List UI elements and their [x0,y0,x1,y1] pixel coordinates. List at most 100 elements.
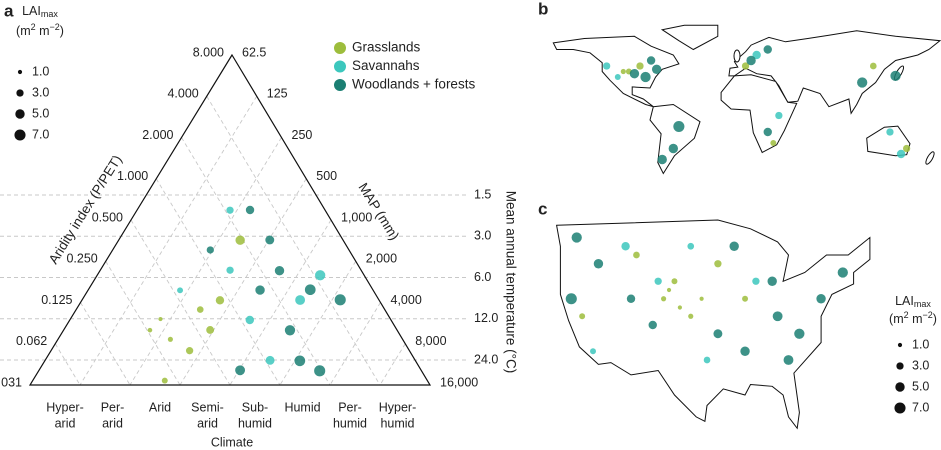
temperature-tick-label: 1.5 [474,187,491,201]
map-tick-label: 16,000 [440,375,478,389]
data-point [265,355,275,365]
data-point [226,206,234,214]
data-point [245,315,255,325]
data-point [274,265,285,276]
size-legend-label: 3.0 [32,85,49,99]
map-point [640,71,651,83]
south-america [649,103,701,175]
aridity-tick-label: 1.000 [117,169,148,183]
climate-category: Sub- [242,400,268,414]
legend-marker [334,60,346,73]
map-point [775,111,783,120]
map-tick-label: 62.5 [242,45,266,59]
climate-category: Humid [284,400,320,414]
temperature-tick-label: 24.0 [474,352,498,366]
data-point [284,325,296,336]
data-point [158,316,163,322]
map-point [703,356,711,364]
map-point [890,70,901,82]
data-point [265,235,275,245]
map-point [603,62,611,70]
data-point [206,246,214,254]
map-point [565,293,577,305]
aridity-tick-label: 2.000 [142,128,173,142]
climate-category: humid [238,416,272,430]
map-point [752,50,761,60]
map-grid-line [79,96,258,386]
map-point [590,348,596,355]
legend-marker [334,42,346,54]
map-tick-label: 2,000 [366,252,397,266]
aridity-tick-label: 0.125 [41,293,72,307]
panel-label: c [538,199,547,218]
new-zealand [925,151,935,165]
map-point [783,355,794,365]
title-sub: max [41,9,59,19]
map-grid-line [279,261,357,386]
climate-category: arid [55,416,76,430]
map-point [646,56,656,65]
map-tick-label: 4,000 [391,293,422,307]
map-point [752,277,760,285]
map-point [661,296,667,302]
units-part: ) [933,312,937,326]
map-point [816,294,826,304]
data-point [161,377,168,384]
units-part: ) [60,24,64,38]
units-part: (m [16,24,31,38]
map-point [671,278,678,285]
aridity-tick-label: 0.500 [92,210,123,224]
data-point [315,270,326,281]
map-point [636,62,644,70]
map-grid-line [129,137,282,386]
britain [733,49,741,63]
map-tick-label: 250 [292,128,313,142]
aridity-tick-label: 0.031 [0,375,22,389]
climate-category: Hyper- [379,400,417,414]
temperature-tick-label: 3.0 [474,229,491,243]
map-point [657,154,667,165]
units-sup: −2 [50,22,60,32]
size-legend-marker [14,129,26,141]
size-legend-label: 7.0 [32,127,49,141]
map-point [677,305,682,310]
units-sup: 2 [904,310,909,320]
size-legend-label: 5.0 [912,379,929,393]
legend-label: Grasslands [352,40,421,55]
greenland [660,24,719,51]
data-point [295,295,306,305]
map-point [763,45,772,54]
aridity-tick-label: 8.000 [193,45,224,59]
map-grid-line [329,302,381,386]
data-point [334,294,346,306]
map-point [902,144,911,153]
data-point [167,336,173,342]
map-point [770,140,777,146]
climate-category: arid [197,416,218,430]
data-point [226,266,234,274]
size-legend-title: LAImax [895,294,931,309]
aridity-grid-line [181,137,331,386]
map-point [857,77,868,88]
map-point [629,69,640,79]
title-sub: max [914,299,932,309]
units-part: m [909,312,923,326]
map-point [746,55,756,66]
size-legend-units: (m2 m−2) [889,310,937,326]
size-legend-marker [895,382,905,392]
climate-category: Per- [338,400,362,414]
temperature-tick-label: 6.0 [474,270,491,284]
climate-category: Per- [101,400,125,414]
climate-category: Semi- [191,400,224,414]
aridity-grid-line [80,302,131,386]
map-tick-label: 125 [267,87,288,101]
data-point [215,296,225,305]
aridity-grid-line [130,219,231,386]
map-point [837,267,848,278]
data-point [147,327,153,333]
climate-category: humid [333,416,367,430]
map-point [654,277,662,285]
aridity-grid-line [105,261,181,386]
temperature-tick-label: 12.0 [474,311,498,325]
